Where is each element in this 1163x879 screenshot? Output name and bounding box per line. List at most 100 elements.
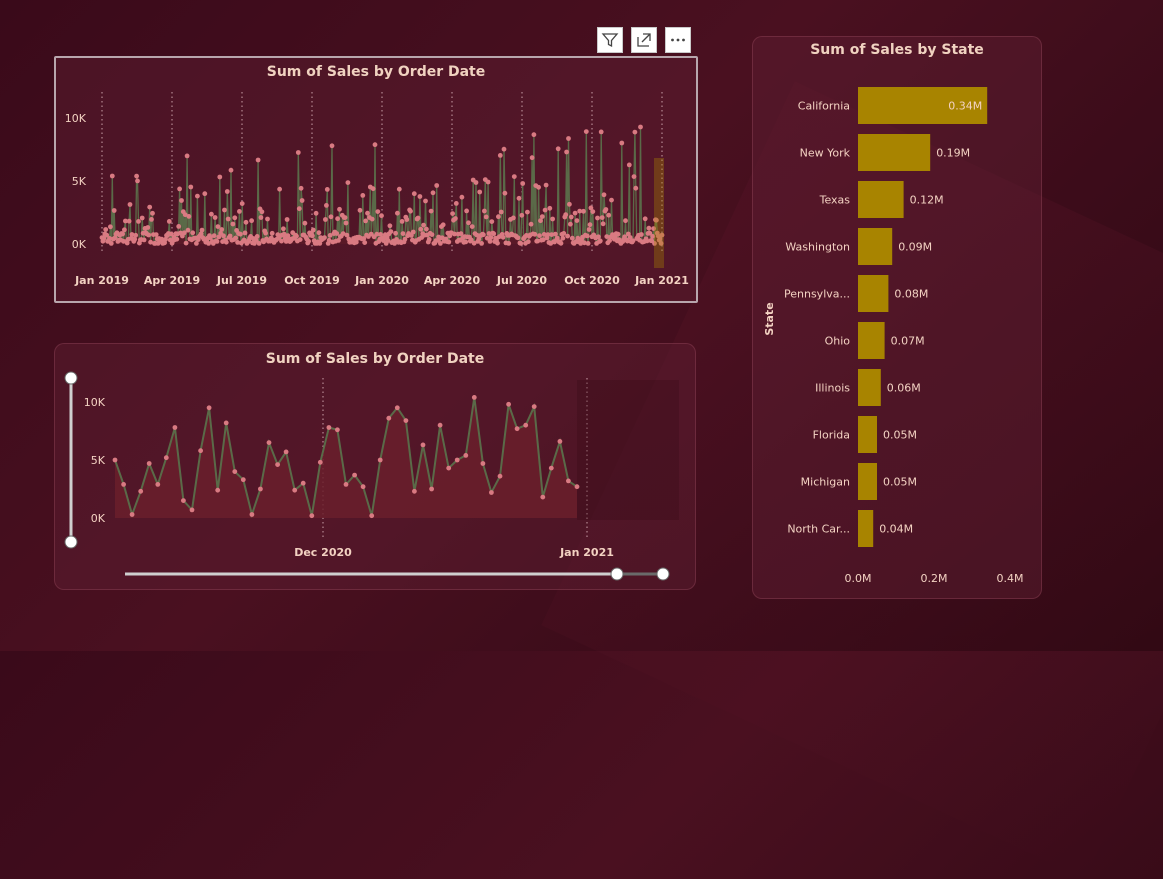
data-point xyxy=(388,229,394,235)
data-point xyxy=(237,209,242,214)
data-point xyxy=(506,401,511,407)
data-point xyxy=(657,236,663,242)
chart-title: Sum of Sales by Order Date xyxy=(265,351,485,367)
data-point xyxy=(188,184,194,190)
data-point xyxy=(528,221,534,227)
data-point xyxy=(574,484,580,490)
data-point xyxy=(334,231,340,236)
data-point xyxy=(111,208,117,213)
x-axis-tick-label: Jul 2020 xyxy=(496,274,547,287)
data-point xyxy=(496,214,501,220)
data-point xyxy=(120,231,125,237)
data-point xyxy=(101,235,107,241)
data-point xyxy=(446,239,452,245)
y-range-slider-handle-bottom[interactable] xyxy=(64,535,78,549)
data-point xyxy=(112,457,118,463)
data-point xyxy=(377,457,383,463)
data-point xyxy=(242,230,248,236)
data-point xyxy=(149,217,154,222)
data-point xyxy=(547,205,553,211)
data-point xyxy=(532,231,538,237)
data-point xyxy=(491,231,497,237)
data-label: 0.09M xyxy=(898,241,932,254)
data-point xyxy=(172,425,178,430)
data-point xyxy=(370,186,376,192)
focus-mode-button[interactable] xyxy=(631,27,657,53)
data-point xyxy=(258,486,263,492)
data-point xyxy=(446,465,452,471)
data-point xyxy=(139,215,145,221)
x-axis-tick-label: Jan 2020 xyxy=(354,274,409,287)
data-point xyxy=(141,237,147,243)
data-point xyxy=(430,190,436,196)
category-label: Florida xyxy=(813,429,850,442)
data-point xyxy=(209,211,214,217)
data-point xyxy=(477,189,483,195)
data-point xyxy=(217,174,223,180)
data-point xyxy=(343,220,349,226)
data-point xyxy=(487,239,493,244)
y-range-slider-handle-top[interactable] xyxy=(64,371,78,385)
data-point xyxy=(374,231,380,237)
focus-mode-icon xyxy=(637,33,651,47)
data-point xyxy=(420,442,426,448)
filter-button[interactable] xyxy=(597,27,623,53)
category-label: North Car... xyxy=(787,523,850,536)
data-point xyxy=(489,490,494,495)
data-point xyxy=(352,472,357,478)
data-point xyxy=(410,229,416,235)
data-point xyxy=(181,230,187,236)
data-point xyxy=(345,180,351,185)
data-point xyxy=(581,208,586,214)
sales-by-date-zoom-chart[interactable]: Sum of Sales by Order Date 0K 5K 10K Dec 20… xyxy=(54,343,696,590)
data-point xyxy=(404,217,410,223)
data-point xyxy=(568,214,574,220)
data-point xyxy=(310,233,315,239)
data-point xyxy=(138,488,144,494)
data-point xyxy=(179,198,184,203)
data-point xyxy=(474,232,480,238)
data-point xyxy=(227,233,233,239)
data-point xyxy=(145,225,151,230)
data-point xyxy=(108,241,114,246)
data-point xyxy=(625,238,630,244)
data-point xyxy=(418,226,424,232)
data-point xyxy=(408,208,413,214)
data-point xyxy=(415,215,421,221)
data-point xyxy=(241,237,247,243)
data-point xyxy=(222,207,227,213)
data-point xyxy=(540,494,546,500)
data-point xyxy=(283,449,289,455)
data-point xyxy=(232,469,238,474)
data-point xyxy=(249,512,255,517)
data-label: 0.34M xyxy=(948,100,982,113)
data-point xyxy=(121,482,126,487)
category-label: Ohio xyxy=(825,335,851,348)
data-point xyxy=(453,216,458,221)
data-point xyxy=(316,230,322,236)
data-point xyxy=(208,235,213,241)
data-point xyxy=(500,234,506,240)
data-point xyxy=(146,461,152,466)
x-range-slider-handle-right[interactable] xyxy=(656,567,670,581)
data-point xyxy=(417,194,423,199)
data-point xyxy=(369,216,375,222)
data-point xyxy=(168,231,174,237)
data-point xyxy=(598,129,604,135)
data-point xyxy=(566,136,571,141)
data-point xyxy=(335,216,340,222)
category-label: Pennsylva... xyxy=(784,288,850,301)
data-point xyxy=(174,236,180,242)
x-axis-tick-label: Jan 2019 xyxy=(74,274,129,287)
data-point xyxy=(357,207,363,213)
data-point xyxy=(603,207,609,212)
sales-by-state-chart[interactable]: Sum of Sales by State State California 0.3… xyxy=(752,36,1042,599)
data-point xyxy=(324,203,329,208)
x-range-slider-handle-left[interactable] xyxy=(610,567,624,581)
data-point xyxy=(394,405,400,411)
data-point xyxy=(511,174,517,179)
more-options-button[interactable] xyxy=(665,27,691,53)
data-point xyxy=(230,221,236,227)
sales-by-date-chart[interactable]: Sum of Sales by Order Date 0K 5K 10K Jan 20… xyxy=(54,56,698,303)
data-point xyxy=(595,215,600,221)
